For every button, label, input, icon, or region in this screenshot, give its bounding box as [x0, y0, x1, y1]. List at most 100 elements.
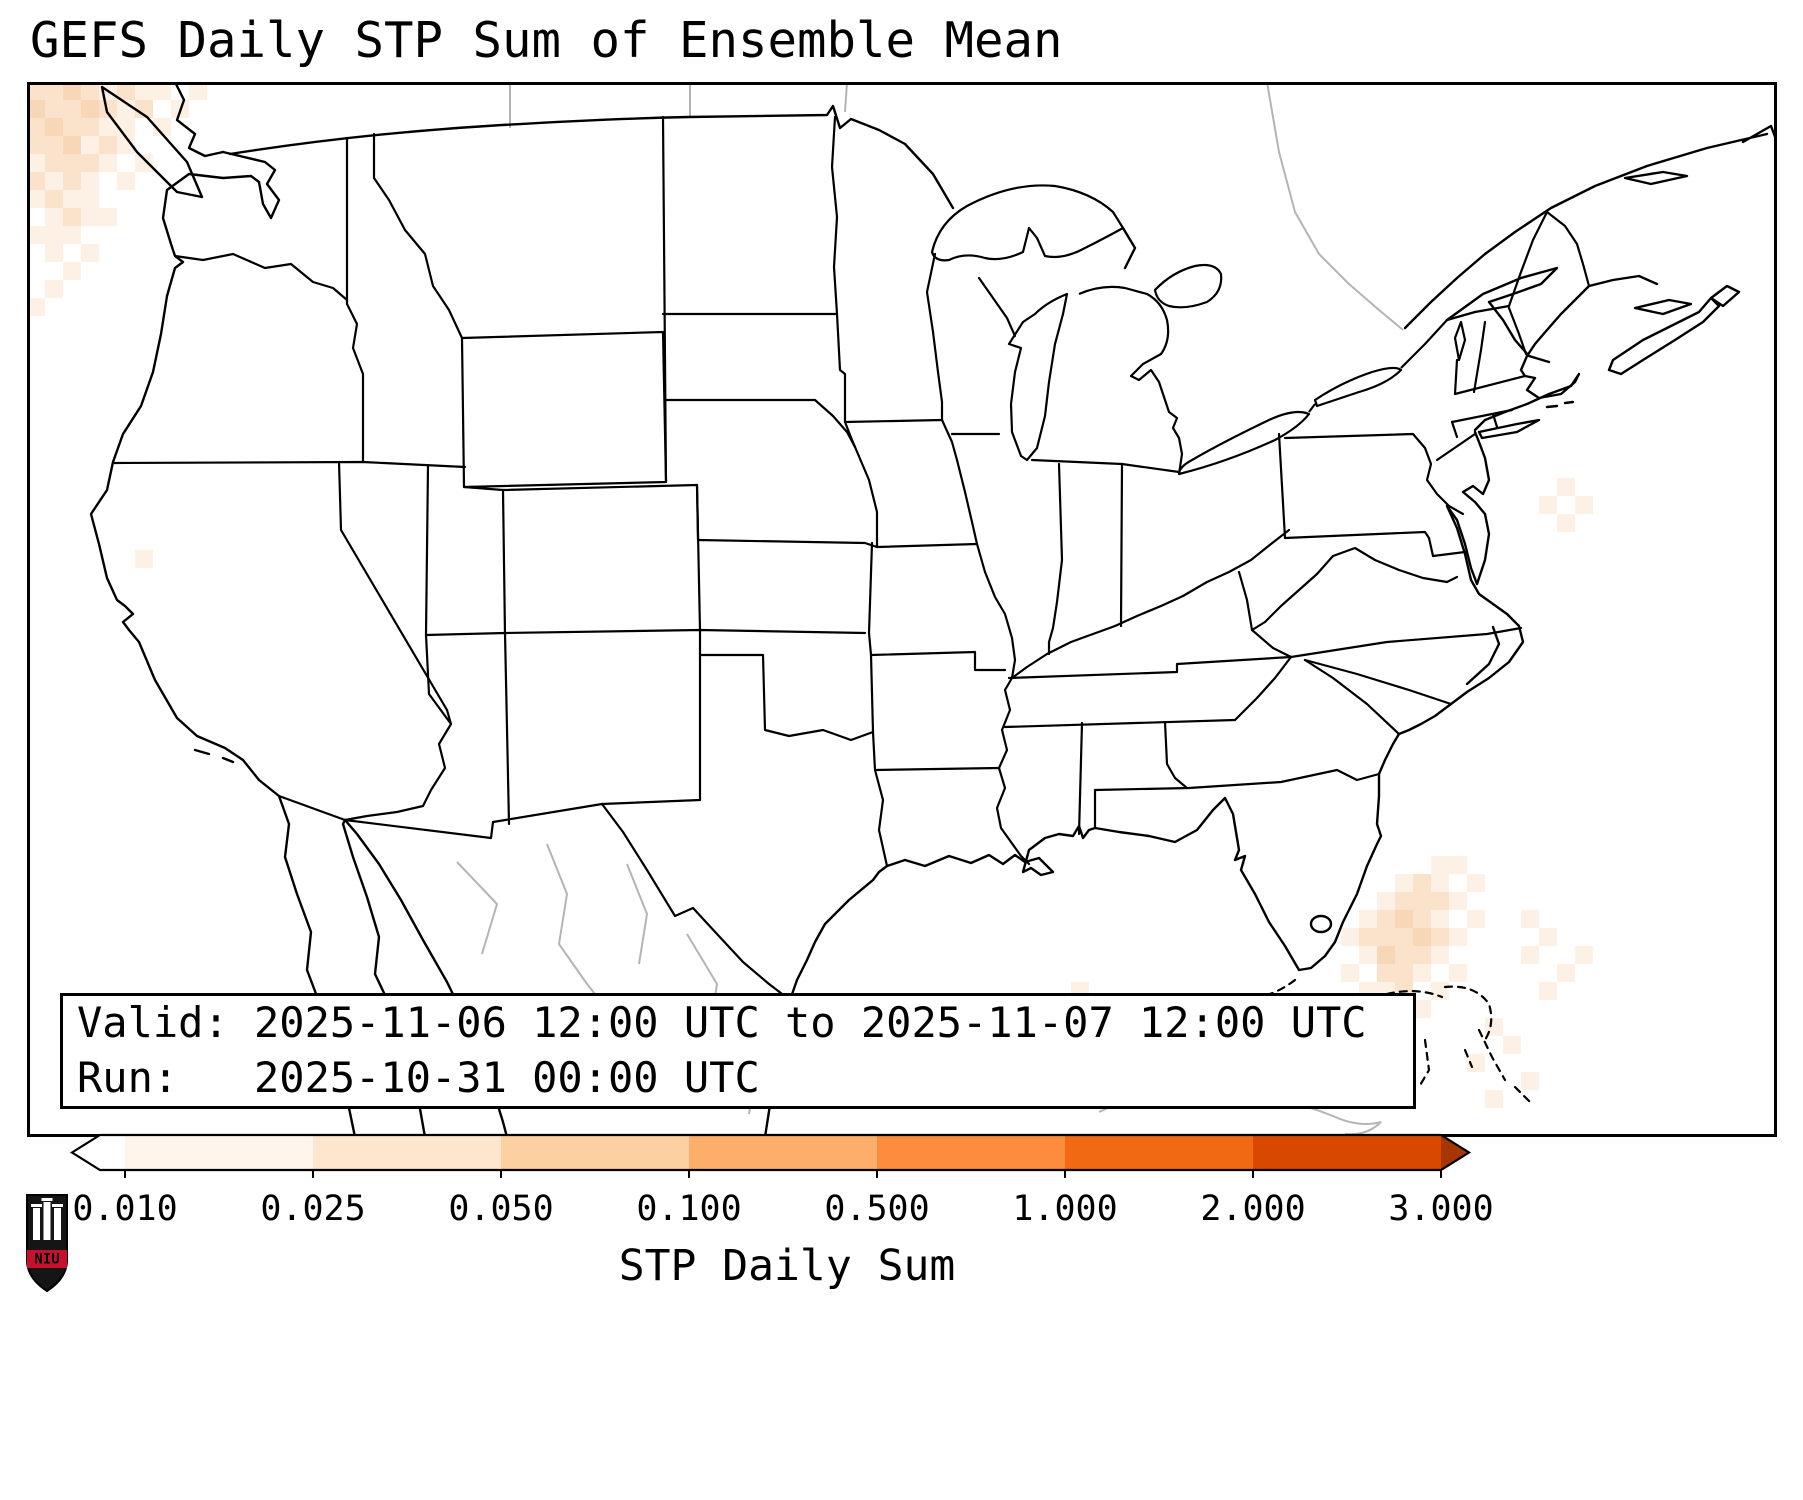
stp-cell: [1575, 946, 1593, 964]
stp-cell: [45, 280, 63, 298]
stp-cell: [1377, 910, 1395, 928]
stp-cell: [99, 154, 117, 172]
stp-cell: [81, 82, 99, 100]
stp-cell: [1395, 946, 1413, 964]
stp-cell: [63, 154, 81, 172]
stp-cell: [1467, 910, 1485, 928]
stp-cell: [81, 208, 99, 226]
stp-cell: [1413, 964, 1431, 982]
stp-cell: [81, 118, 99, 136]
stp-cell: [1521, 910, 1539, 928]
stp-cell: [27, 100, 45, 118]
logo-text: NIU: [34, 1252, 59, 1268]
stp-cell: [1395, 892, 1413, 910]
colorbar-over-arrow: [1441, 1135, 1469, 1170]
stp-cell: [1431, 928, 1449, 946]
stp-cell: [1431, 874, 1449, 892]
stp-cell: [45, 82, 63, 100]
stp-cell: [1377, 964, 1395, 982]
stp-cell: [135, 82, 153, 100]
colorbar-tick-label: 0.050: [448, 1189, 553, 1229]
colorbar-segment: [689, 1135, 877, 1170]
stp-cell: [1413, 874, 1431, 892]
stp-cell: [1521, 1072, 1539, 1090]
great-lakes: [930, 184, 1448, 476]
stp-cell: [81, 190, 99, 208]
stp-cell: [153, 118, 171, 136]
logo-banner: [27, 1250, 67, 1268]
colorbar-segment: [1253, 1135, 1441, 1170]
stp-cell: [63, 262, 81, 280]
state-borders: [111, 115, 1591, 1002]
stp-cell: [63, 100, 81, 118]
stp-cell: [1395, 910, 1413, 928]
colorbar-segment: [501, 1135, 689, 1170]
stp-cell: [81, 154, 99, 172]
page-title: GEFS Daily STP Sum of Ensemble Mean: [30, 12, 1063, 69]
stp-cell: [135, 100, 153, 118]
stp-cell: [117, 100, 135, 118]
stp-cell: [45, 244, 63, 262]
stp-cell: [45, 190, 63, 208]
stp-cell: [117, 136, 135, 154]
stp-cell: [99, 208, 117, 226]
stp-cell: [63, 118, 81, 136]
stp-cell: [1449, 892, 1467, 910]
stp-shaded-cells: [27, 82, 1593, 1108]
stp-cell: [1377, 928, 1395, 946]
stp-cell: [45, 136, 63, 154]
stp-cell: [1359, 928, 1377, 946]
conus-map: [27, 82, 1777, 1137]
map-canvas: Valid: 2025-11-06 12:00 UTC to 2025-11-0…: [27, 82, 1777, 1137]
stp-cell: [63, 172, 81, 190]
stp-cell: [1575, 496, 1593, 514]
stp-cell: [63, 136, 81, 154]
colorbar-tick-label: 0.010: [72, 1189, 177, 1229]
stp-cell: [1539, 496, 1557, 514]
stp-cell: [1449, 928, 1467, 946]
colorbar-segment: [1065, 1135, 1253, 1170]
stp-cell: [153, 82, 171, 100]
stp-cell: [1413, 946, 1431, 964]
colorbar-tick-label: 0.100: [636, 1189, 741, 1229]
stp-cell: [135, 154, 153, 172]
stp-cell: [135, 550, 153, 568]
stp-cell: [1539, 928, 1557, 946]
niu-logo: NIU: [24, 1192, 70, 1294]
stp-cell: [1395, 874, 1413, 892]
stp-cell: [27, 154, 45, 172]
colorbar-title: STP Daily Sum: [619, 1241, 956, 1291]
run-time-text: Run: 2025-10-31 00:00 UTC: [77, 1053, 760, 1102]
stp-cell: [63, 208, 81, 226]
foreign-borders: [456, 82, 1404, 1136]
stp-cell: [1395, 964, 1413, 982]
colorbar-outline: [69, 1133, 1472, 1172]
stp-cell: [27, 298, 45, 316]
stp-cell: [1377, 892, 1395, 910]
stp-cell: [81, 172, 99, 190]
stp-cell: [1413, 910, 1431, 928]
stp-cell: [1377, 946, 1395, 964]
stp-cell: [27, 172, 45, 190]
stp-cell: [1431, 856, 1449, 874]
stp-cell: [1359, 910, 1377, 928]
stp-cell: [1413, 1000, 1431, 1018]
colorbar-tick-label: 2.000: [1200, 1189, 1305, 1229]
stp-cell: [27, 190, 45, 208]
stp-cell: [45, 208, 63, 226]
stp-cell: [1341, 964, 1359, 982]
colorbar-under-arrow: [72, 1135, 100, 1170]
us-canada-border: [228, 104, 1511, 322]
stp-cell: [1521, 946, 1539, 964]
stp-cell: [1557, 478, 1575, 496]
stp-cell: [1449, 856, 1467, 874]
stp-cell: [1503, 1036, 1521, 1054]
colorbar-svg: 0.010 0.025 0.050 0.100 0.500 1.000 2.000 3.000…: [69, 1133, 1494, 1291]
stp-cell: [1557, 514, 1575, 532]
stp-cell: [27, 82, 45, 100]
stp-cell: [81, 244, 99, 262]
stp-cell: [99, 118, 117, 136]
stp-cell: [63, 190, 81, 208]
stp-cell: [99, 136, 117, 154]
stp-cell: [45, 100, 63, 118]
